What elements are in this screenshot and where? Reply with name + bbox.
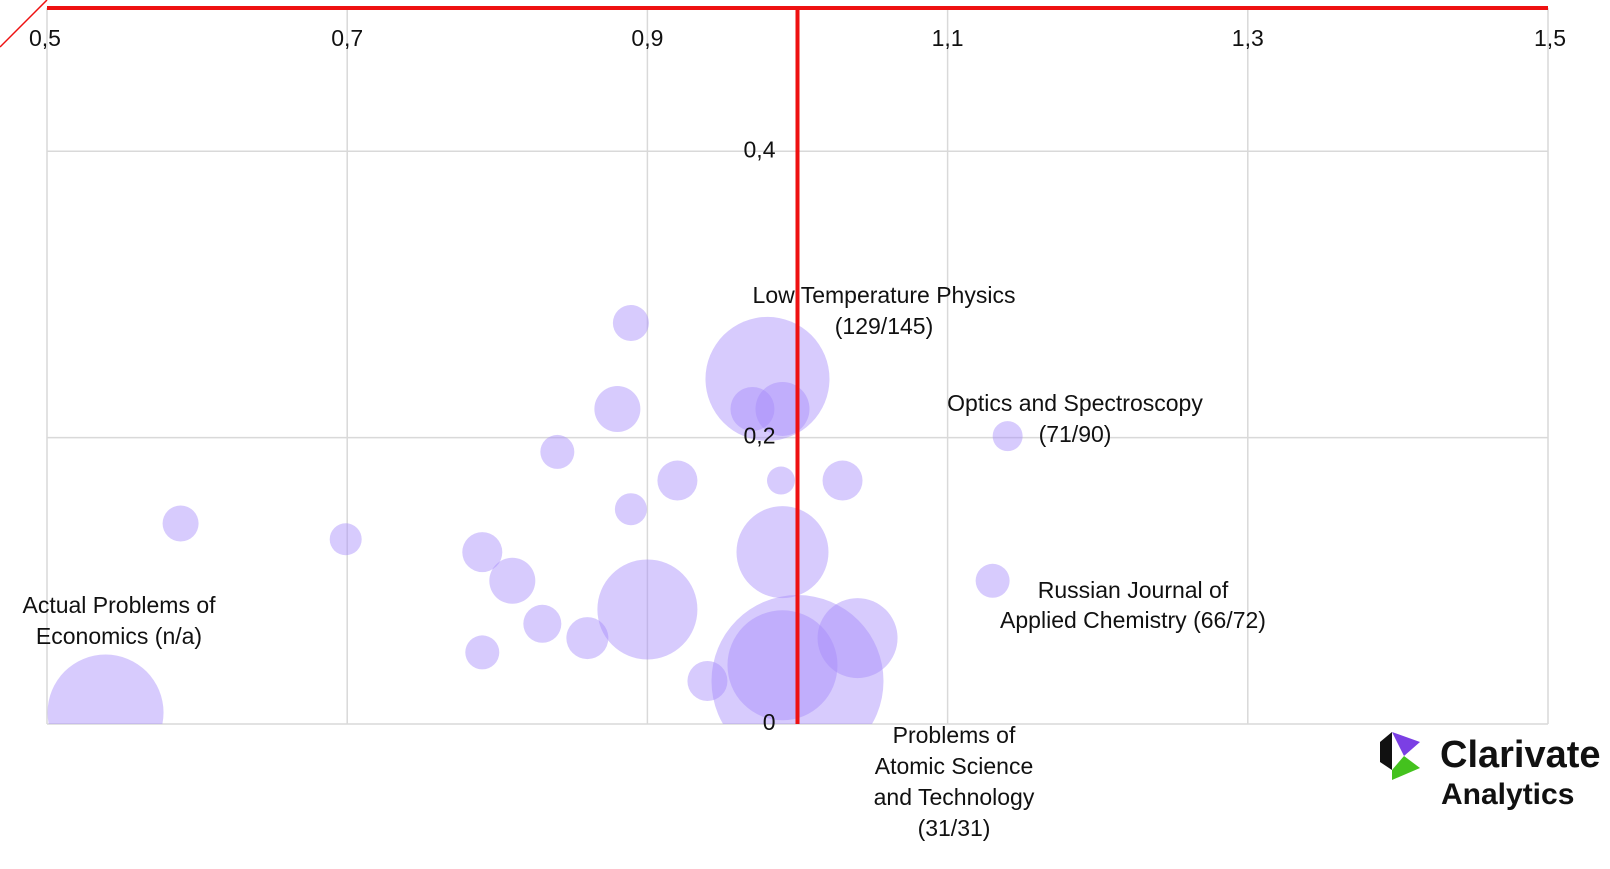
logo-mark — [1380, 732, 1392, 770]
bubble — [687, 661, 728, 702]
bubble — [730, 386, 775, 431]
bubble — [566, 617, 609, 660]
bubble — [614, 493, 647, 526]
x-tick-label: 0,7 — [331, 25, 363, 51]
logo-mark — [1392, 732, 1420, 756]
bubble — [612, 305, 649, 342]
annotation: Economics (n/a) — [36, 623, 202, 649]
annotation: (31/31) — [918, 815, 991, 841]
annotations: Low Temperature Physics (129/145) Optics… — [22, 282, 1265, 841]
y-tick-label: 0 — [763, 709, 776, 735]
logo-text: Analytics — [1441, 778, 1574, 811]
bubble — [462, 532, 503, 573]
x-tick-label: 1,3 — [1232, 25, 1264, 51]
corner-line — [0, 0, 48, 48]
y-tick-label: 0,2 — [744, 423, 776, 449]
x-tick-label: 1,1 — [932, 25, 964, 51]
bubble — [540, 434, 575, 469]
annotation: Russian Journal of — [1038, 577, 1229, 603]
annotation: Low Temperature Physics — [753, 282, 1016, 308]
annotation: and Technology — [874, 784, 1035, 810]
bubble — [657, 460, 698, 501]
logo-mark — [1392, 756, 1420, 780]
bubble — [822, 460, 863, 501]
annotation: Applied Chemistry (66/72) — [1000, 607, 1266, 633]
bubble — [523, 604, 562, 643]
annotation: Atomic Science — [875, 753, 1034, 779]
bubble — [489, 557, 536, 604]
bubble — [727, 610, 838, 721]
bubble — [162, 505, 199, 542]
bubble — [992, 421, 1023, 452]
bubble — [975, 563, 1010, 598]
bubble — [817, 598, 898, 679]
bubble — [766, 466, 795, 495]
bubble — [597, 559, 698, 660]
bubble — [47, 654, 164, 724]
annotation: Actual Problems of — [22, 592, 216, 618]
logo-text: Clarivate — [1440, 734, 1601, 776]
bubble — [594, 385, 641, 432]
x-tick-label: 0,9 — [631, 25, 663, 51]
annotation: Optics and Spectroscopy — [947, 390, 1203, 416]
x-tick-label: 1,5 — [1534, 25, 1566, 51]
annotation: Problems of — [893, 722, 1016, 748]
bubble — [329, 523, 362, 556]
logo: Clarivate Analytics — [1380, 732, 1601, 811]
annotation: (71/90) — [1039, 421, 1112, 447]
reference-lines — [47, 6, 1548, 724]
labels: 0,5 0,7 0,9 1,1 1,3 1,5 0 0,2 0,4 — [29, 25, 1566, 735]
annotation: (129/145) — [835, 313, 933, 339]
bubble — [736, 506, 829, 599]
bubble — [465, 635, 500, 670]
y-tick-label: 0,4 — [744, 136, 776, 162]
bubbles — [47, 305, 1023, 724]
x-tick-label: 0,5 — [29, 25, 61, 51]
